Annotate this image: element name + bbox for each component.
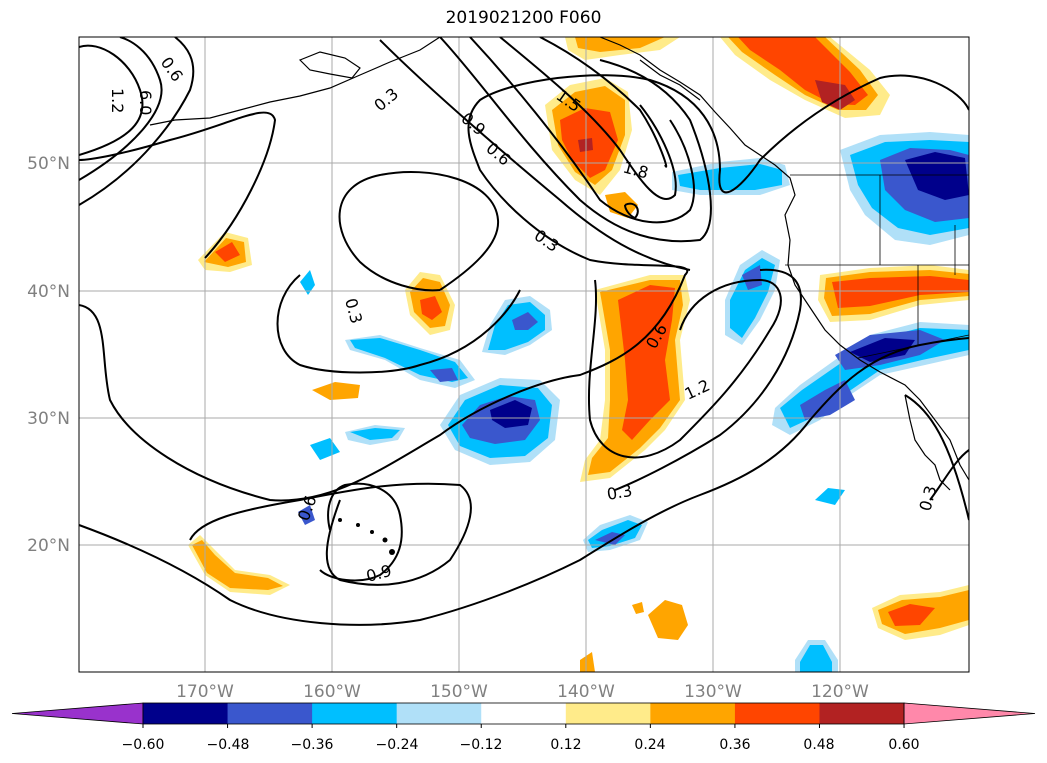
contour-lines xyxy=(79,37,969,626)
map-title: 2019021200 F060 xyxy=(445,8,602,28)
colorbar-swatch xyxy=(396,703,482,724)
contour-label: 1.2 xyxy=(108,88,127,113)
contour-label: 6.0 xyxy=(136,90,155,115)
colorbar-swatch xyxy=(650,703,736,724)
colorbar-swatch xyxy=(819,703,905,724)
colorbar-tick-label: −0.60 xyxy=(122,737,165,753)
lon-label: 150°W xyxy=(430,682,488,702)
colorbar-tick-label: −0.12 xyxy=(460,737,503,753)
colorbar-tick-labels: −0.60 −0.48 −0.36 −0.24 −0.12 0.12 0.24 … xyxy=(122,737,920,753)
longitude-labels: 170°W 160°W 150°W 140°W 130°W 120°W xyxy=(176,682,869,702)
lon-label: 160°W xyxy=(303,682,361,702)
latitude-labels: 50°N 40°N 30°N 20°N xyxy=(27,154,70,556)
colorbar-swatch xyxy=(565,703,651,724)
colorbar-tick-label: 0.24 xyxy=(634,737,665,753)
colorbar-swatch xyxy=(734,703,820,724)
gridlines xyxy=(79,37,969,672)
colorbar-swatch xyxy=(312,703,398,724)
colorbar-tick-label: 0.12 xyxy=(550,737,581,753)
shading-layer xyxy=(188,37,969,672)
lat-label: 30°N xyxy=(27,409,70,429)
political-borders xyxy=(785,174,969,359)
colorbar-extend-high xyxy=(903,702,1036,725)
map-frame xyxy=(78,36,970,673)
lat-label: 40°N xyxy=(27,282,70,302)
colorbar-frame xyxy=(142,702,905,725)
colorbar-tick-label: −0.36 xyxy=(291,737,334,753)
colorbar-tick-label: 0.36 xyxy=(719,737,750,753)
colorbar-swatch xyxy=(227,703,313,724)
colorbar-swatch xyxy=(481,703,567,724)
contour-label: 0.3 xyxy=(605,481,633,504)
lon-label: 170°W xyxy=(176,682,234,702)
coastlines xyxy=(149,37,969,491)
colorbar-tick-label: −0.24 xyxy=(376,737,419,753)
lon-label: 140°W xyxy=(557,682,615,702)
lon-label: 120°W xyxy=(811,682,869,702)
colorbar xyxy=(11,702,1036,728)
lat-label: 20°N xyxy=(27,536,70,556)
colorbar-tick-label: 0.48 xyxy=(803,737,834,753)
lat-label: 50°N xyxy=(27,154,70,174)
colorbar-extend-low xyxy=(11,702,144,725)
colorbar-swatch xyxy=(143,703,229,724)
lon-label: 130°W xyxy=(684,682,742,702)
hawaii-islands xyxy=(338,518,395,555)
colorbar-tick-label: 0.60 xyxy=(888,737,919,753)
colorbar-tick-label: −0.48 xyxy=(207,737,250,753)
